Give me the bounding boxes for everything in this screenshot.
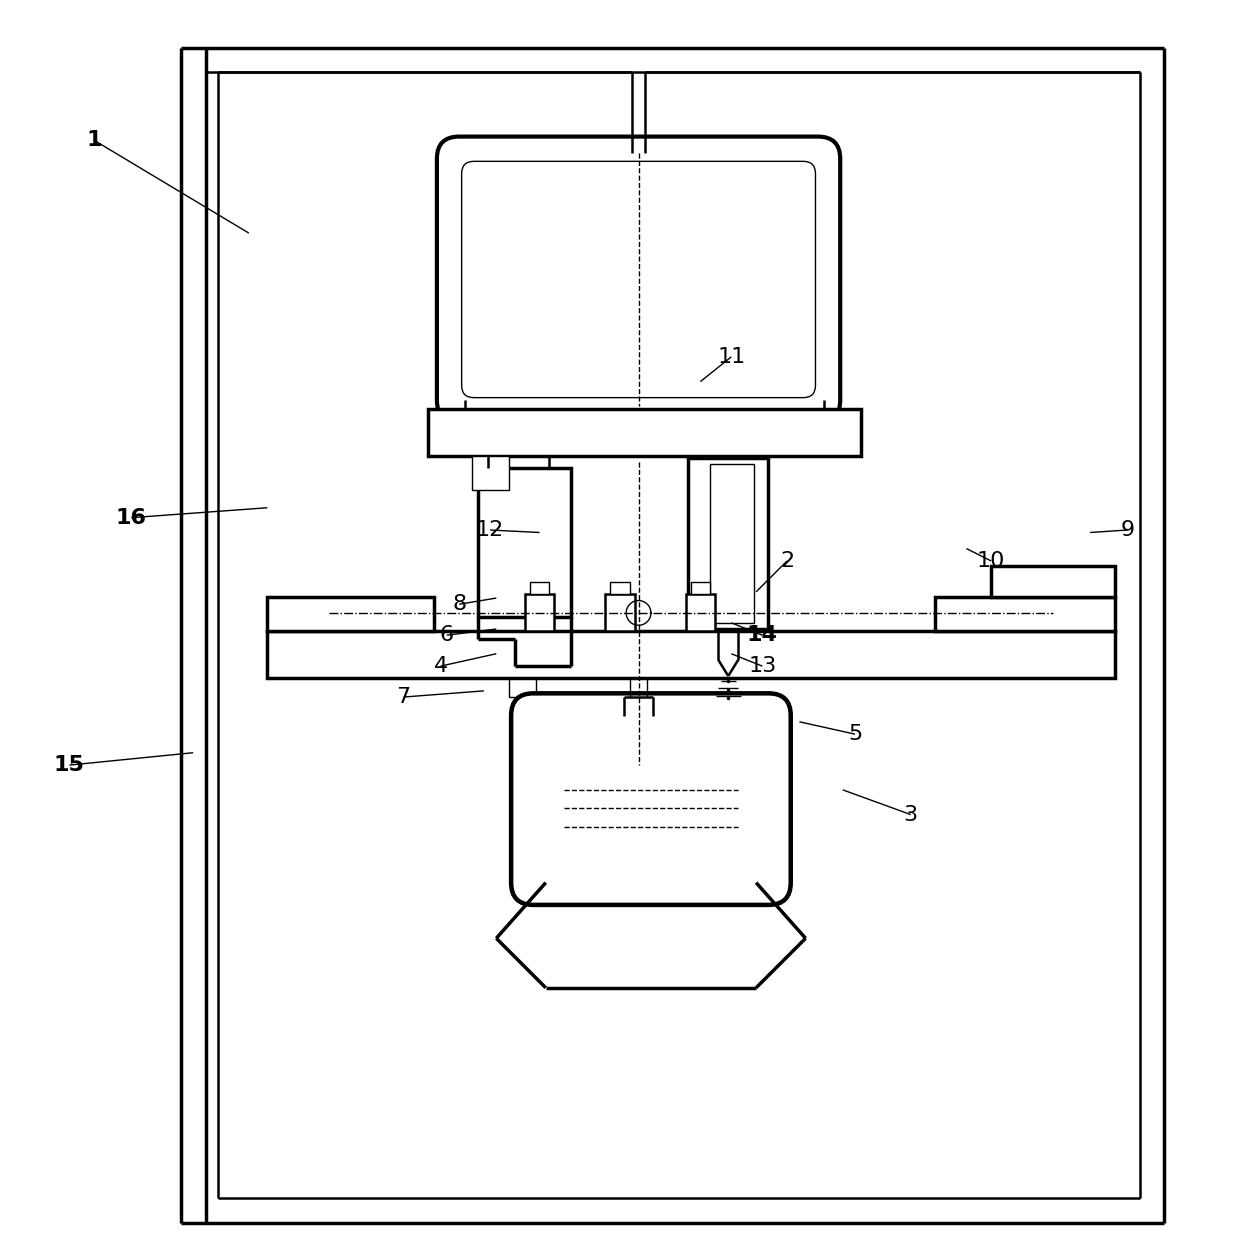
Text: 4: 4: [434, 657, 448, 676]
Text: 5: 5: [848, 725, 862, 745]
Bar: [991, 566, 1115, 596]
Text: 2: 2: [780, 551, 794, 571]
Text: 14: 14: [746, 625, 777, 645]
Text: 7: 7: [397, 687, 410, 707]
Text: 3: 3: [904, 805, 918, 824]
Text: 16: 16: [115, 508, 146, 527]
Bar: [605, 594, 635, 632]
Bar: [610, 582, 630, 594]
Text: 1: 1: [87, 131, 102, 150]
Bar: [471, 455, 508, 491]
Text: 11: 11: [717, 347, 745, 367]
Bar: [525, 594, 554, 632]
Bar: [428, 409, 862, 455]
FancyBboxPatch shape: [461, 161, 816, 398]
Text: 13: 13: [748, 657, 776, 676]
Text: 12: 12: [476, 520, 505, 540]
Bar: [935, 596, 1115, 632]
Bar: [529, 582, 549, 594]
Bar: [508, 667, 536, 697]
FancyBboxPatch shape: [436, 137, 841, 423]
Text: 9: 9: [1120, 520, 1135, 540]
Bar: [268, 632, 1115, 678]
Bar: [686, 594, 715, 632]
Text: 8: 8: [453, 594, 466, 614]
Bar: [268, 596, 434, 632]
Bar: [711, 464, 754, 623]
Bar: [691, 582, 711, 594]
FancyBboxPatch shape: [511, 693, 791, 905]
Text: 15: 15: [55, 755, 84, 775]
Text: 10: 10: [977, 551, 1006, 571]
Bar: [477, 468, 570, 616]
Text: 6: 6: [440, 625, 454, 645]
Bar: [688, 458, 769, 629]
